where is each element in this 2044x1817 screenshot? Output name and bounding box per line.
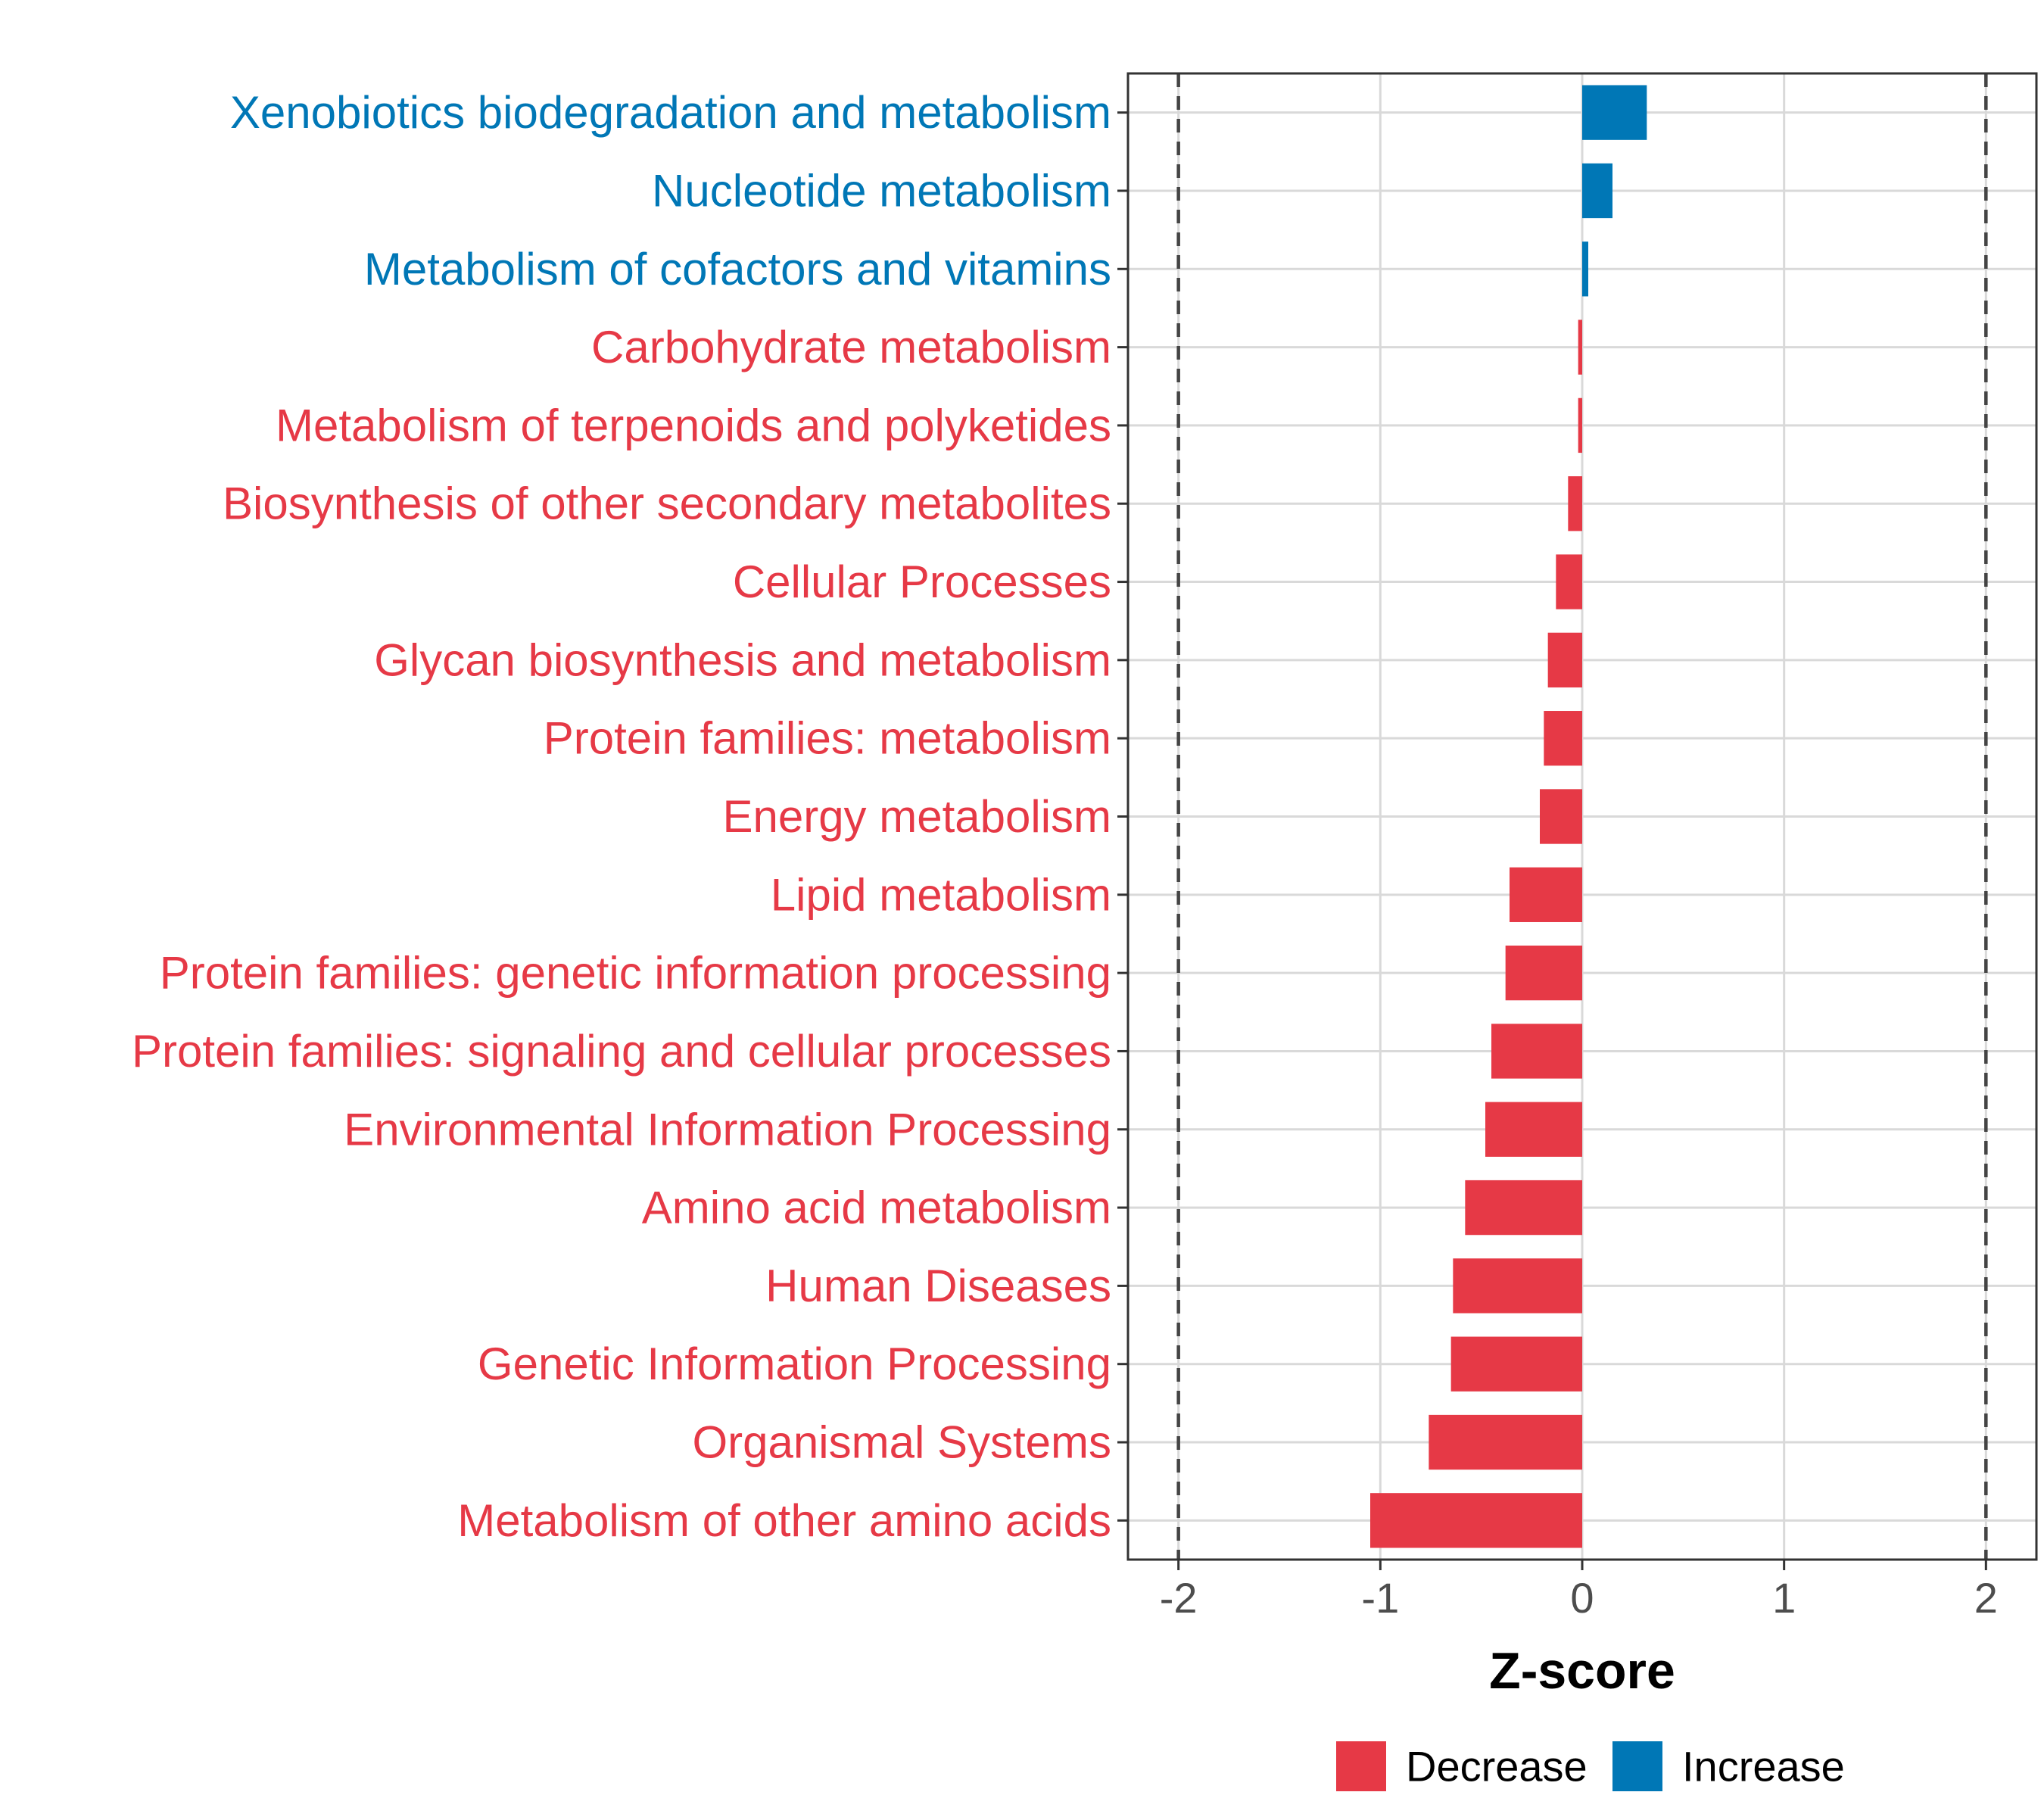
legend-label-increase: Increase (1682, 1743, 1845, 1791)
category-label: Protein families: signaling and cellular… (132, 1026, 1111, 1077)
legend-swatch-decrease (1336, 1741, 1386, 1791)
category-label: Nucleotide metabolism (652, 165, 1111, 216)
category-label: Protein families: genetic information pr… (160, 948, 1111, 999)
x-tick-label: 2 (1974, 1574, 1998, 1622)
category-label: Biosynthesis of other secondary metaboli… (223, 478, 1111, 529)
category-label: Lipid metabolism (771, 869, 1111, 920)
category-label: Protein families: metabolism (544, 713, 1111, 764)
bar (1453, 1258, 1582, 1314)
bar (1544, 711, 1582, 766)
category-label: Environmental Information Processing (344, 1104, 1111, 1155)
category-label: Metabolism of terpenoids and polyketides (276, 400, 1111, 450)
bar (1582, 242, 1588, 297)
legend-swatch-increase (1612, 1741, 1662, 1791)
bar (1491, 1024, 1582, 1079)
bar (1485, 1102, 1582, 1157)
x-tick-label: 0 (1570, 1574, 1594, 1622)
bar (1578, 397, 1582, 453)
category-label: Human Diseases (765, 1261, 1111, 1311)
category-label: Metabolism of cofactors and vitamins (364, 244, 1111, 295)
bar (1510, 867, 1582, 922)
bar (1450, 1336, 1582, 1392)
category-label: Organismal Systems (693, 1417, 1111, 1468)
category-label: Metabolism of other amino acids (457, 1495, 1111, 1546)
bar (1540, 789, 1582, 844)
category-label: Carbohydrate metabolism (591, 322, 1111, 372)
category-label: Amino acid metabolism (642, 1183, 1111, 1233)
bar (1556, 554, 1582, 609)
bar (1582, 85, 1647, 140)
bar (1465, 1180, 1582, 1236)
category-label: Glycan biosynthesis and metabolism (374, 634, 1111, 685)
bar (1568, 476, 1582, 531)
x-tick-label: 1 (1772, 1574, 1796, 1622)
bar (1429, 1414, 1582, 1470)
category-label: Energy metabolism (722, 791, 1111, 842)
legend-label-decrease: Decrease (1406, 1743, 1588, 1791)
x-tick-label: -1 (1361, 1574, 1399, 1622)
category-label: Genetic Information Processing (478, 1339, 1111, 1389)
category-label: Xenobiotics biodegradation and metabolis… (230, 87, 1111, 138)
bar (1505, 945, 1582, 1001)
bar (1578, 319, 1582, 375)
bar (1370, 1493, 1582, 1548)
category-label: Cellular Processes (733, 556, 1111, 607)
x-axis-title: Z-score (1489, 1642, 1675, 1700)
bar (1547, 632, 1582, 688)
x-tick-label: -2 (1160, 1574, 1198, 1622)
bar (1582, 163, 1612, 219)
